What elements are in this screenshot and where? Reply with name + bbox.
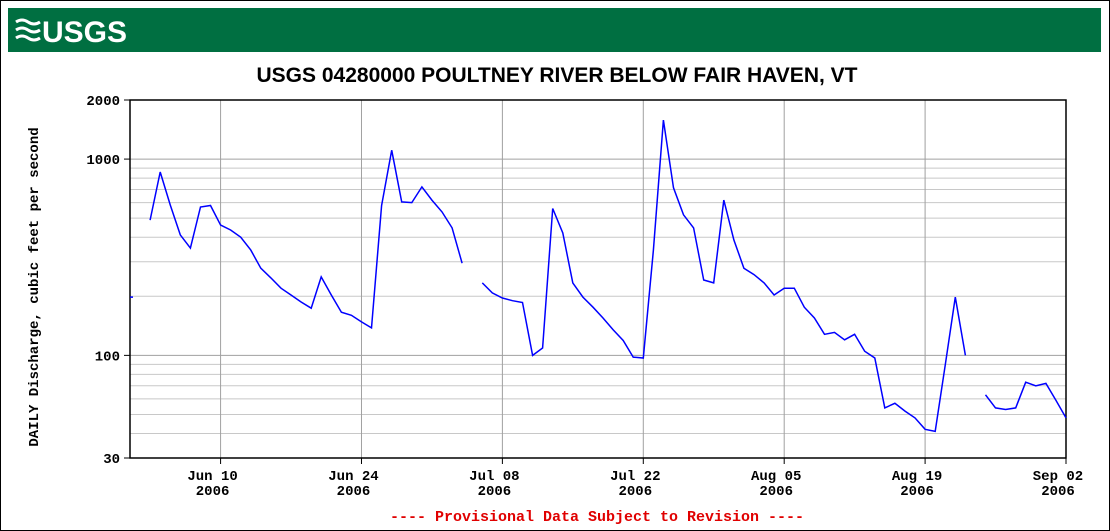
x-tick-year: 2006 — [196, 484, 230, 500]
x-tick-label: Jun 10 — [187, 469, 237, 485]
x-tick-year: 2006 — [1041, 484, 1075, 500]
x-tick-label: Aug 05 — [751, 469, 801, 485]
wave — [15, 26, 41, 34]
y-tick-label: 1000 — [86, 153, 120, 169]
header-logo: USGS — [42, 16, 127, 49]
data-line — [130, 119, 1067, 433]
x-tick-label: Sep 02 — [1033, 469, 1083, 485]
footnote: ---- Provisional Data Subject to Revisio… — [390, 509, 804, 526]
logo-waves — [15, 18, 41, 42]
x-tick-year: 2006 — [759, 484, 793, 500]
x-tick-year: 2006 — [337, 484, 371, 500]
y-tick-label: 100 — [95, 349, 120, 365]
chart-title: USGS 04280000 POULTNEY RIVER BELOW FAIR … — [257, 64, 858, 87]
x-tick-label: Jul 08 — [469, 469, 519, 485]
wave — [15, 34, 41, 42]
y-tick-label: 30 — [103, 452, 120, 468]
x-tick-year: 2006 — [618, 484, 652, 500]
wave — [15, 18, 41, 26]
y-tick-label: 2000 — [86, 94, 120, 110]
plot-border — [129, 99, 1067, 459]
x-tick-year: 2006 — [478, 484, 512, 500]
x-tick-label: Jun 24 — [328, 469, 378, 485]
x-tick-label: Aug 19 — [892, 469, 942, 485]
plot-area — [130, 100, 1066, 458]
y-axis-label: DAILY Discharge, cubic feet per second — [27, 127, 43, 446]
x-tick-year: 2006 — [900, 484, 934, 500]
header-bar — [8, 8, 1101, 52]
x-tick-label: Jul 22 — [610, 469, 660, 485]
